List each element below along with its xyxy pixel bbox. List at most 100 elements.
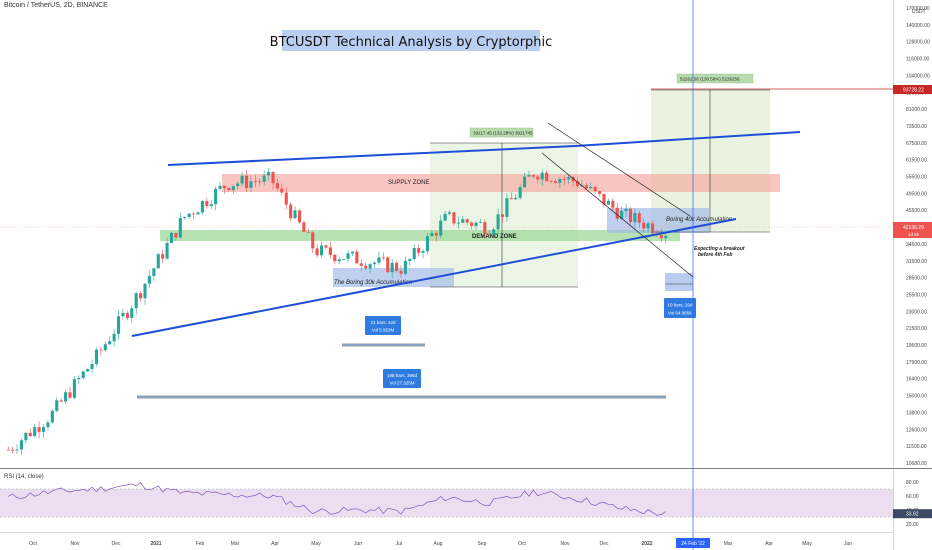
candle-body	[183, 216, 187, 219]
candle	[421, 248, 425, 259]
time-tick-label: Apr	[271, 541, 279, 547]
rsi-label: RSI (14, close)	[4, 474, 44, 480]
candle	[492, 227, 496, 238]
candle	[192, 211, 196, 220]
candle-body	[487, 233, 491, 235]
candle-body	[342, 258, 346, 260]
candle	[249, 175, 253, 193]
candle-body	[646, 223, 650, 229]
candle	[417, 244, 421, 257]
candle	[355, 249, 359, 264]
candle	[465, 218, 469, 226]
candle	[200, 200, 204, 216]
time-tick-label: Mar	[231, 541, 240, 547]
measure3-line1: 10 bars, 20d	[667, 302, 693, 307]
candle	[152, 267, 156, 282]
time-tick-label: Jul	[396, 541, 402, 547]
candle	[262, 169, 266, 186]
title-background	[282, 30, 540, 51]
candle-body	[218, 185, 222, 189]
time-tick-label: Apr	[765, 541, 773, 547]
candle-body	[470, 222, 474, 226]
candle-body	[134, 293, 138, 309]
target-measure-text: 52262.56 (130.58%) 5226256	[680, 77, 740, 82]
candle	[470, 221, 474, 230]
candle-body	[320, 245, 324, 256]
candle	[452, 211, 456, 226]
candle	[531, 174, 535, 179]
candle-body	[275, 183, 279, 189]
candle-body	[443, 213, 447, 221]
candle	[637, 210, 641, 228]
candle-body	[461, 219, 465, 223]
candle	[28, 428, 32, 438]
candle-body	[227, 188, 231, 191]
candle-body	[496, 214, 500, 230]
candle	[567, 174, 571, 185]
price-tick-label: 170000.00	[906, 6, 930, 12]
candle-body	[606, 200, 610, 205]
candle-body	[37, 427, 41, 432]
candle	[271, 171, 275, 190]
candle	[72, 376, 76, 400]
candle-body	[364, 265, 368, 269]
rsi-current-badge	[893, 509, 932, 519]
candle	[130, 305, 134, 323]
candle	[90, 359, 94, 374]
candle	[425, 232, 430, 255]
candle	[624, 203, 628, 218]
measure1-line2: Vol 5.953M	[372, 328, 395, 333]
price-tick-label: 28500.00	[906, 276, 927, 282]
candle-body	[68, 392, 72, 398]
candle	[478, 219, 482, 224]
price-tick-label: 49500.00	[906, 191, 927, 197]
chart-title: BTCUSDT Technical Analysis by Cryptorphi…	[270, 35, 553, 50]
candle-body	[403, 260, 407, 274]
candle-body	[94, 349, 99, 364]
candle	[297, 209, 302, 224]
candle	[514, 193, 518, 200]
price-tick-label: 67500.00	[906, 141, 927, 147]
candle	[275, 179, 279, 192]
target-price-badge	[893, 85, 932, 94]
candle-body	[408, 259, 412, 261]
candle-body	[474, 222, 478, 226]
candle-body	[262, 175, 266, 182]
cursor-date-badge	[676, 538, 710, 548]
candle	[121, 308, 125, 320]
candle	[139, 290, 143, 303]
rsi-tick-label: 20.00	[906, 522, 919, 528]
candle	[99, 346, 103, 356]
candle	[240, 172, 244, 187]
symbol-label: Bitcoin / TetherUS, 2D, BINANCE	[4, 2, 108, 9]
candle-body	[200, 201, 204, 213]
candle	[46, 419, 50, 431]
candle-body	[187, 213, 191, 217]
candle-body	[637, 213, 641, 223]
candle-body	[324, 245, 328, 248]
time-tick-label: May	[802, 541, 812, 547]
candle	[602, 193, 606, 208]
candle	[350, 251, 354, 256]
candle-body	[59, 400, 63, 402]
candle-body	[192, 213, 196, 215]
candle-body	[174, 232, 178, 238]
candle	[447, 210, 452, 216]
measure1-line1: 21 bars, 42d	[370, 320, 396, 325]
channel-upper-line	[547, 122, 691, 217]
candle-body	[209, 204, 213, 206]
candle-body	[395, 262, 399, 271]
rsi-tick-label: 60.00	[906, 494, 919, 500]
candle-body	[558, 179, 562, 183]
candle	[474, 221, 478, 230]
candle-body	[593, 186, 597, 192]
candle-body	[651, 223, 655, 234]
candle	[346, 250, 350, 263]
candle-body	[81, 371, 85, 378]
time-tick-label: Jun	[844, 541, 852, 547]
price-tick-label: 19500.00	[906, 343, 927, 349]
candle-body	[602, 193, 606, 205]
price-tick-label: 81000.00	[906, 107, 927, 113]
